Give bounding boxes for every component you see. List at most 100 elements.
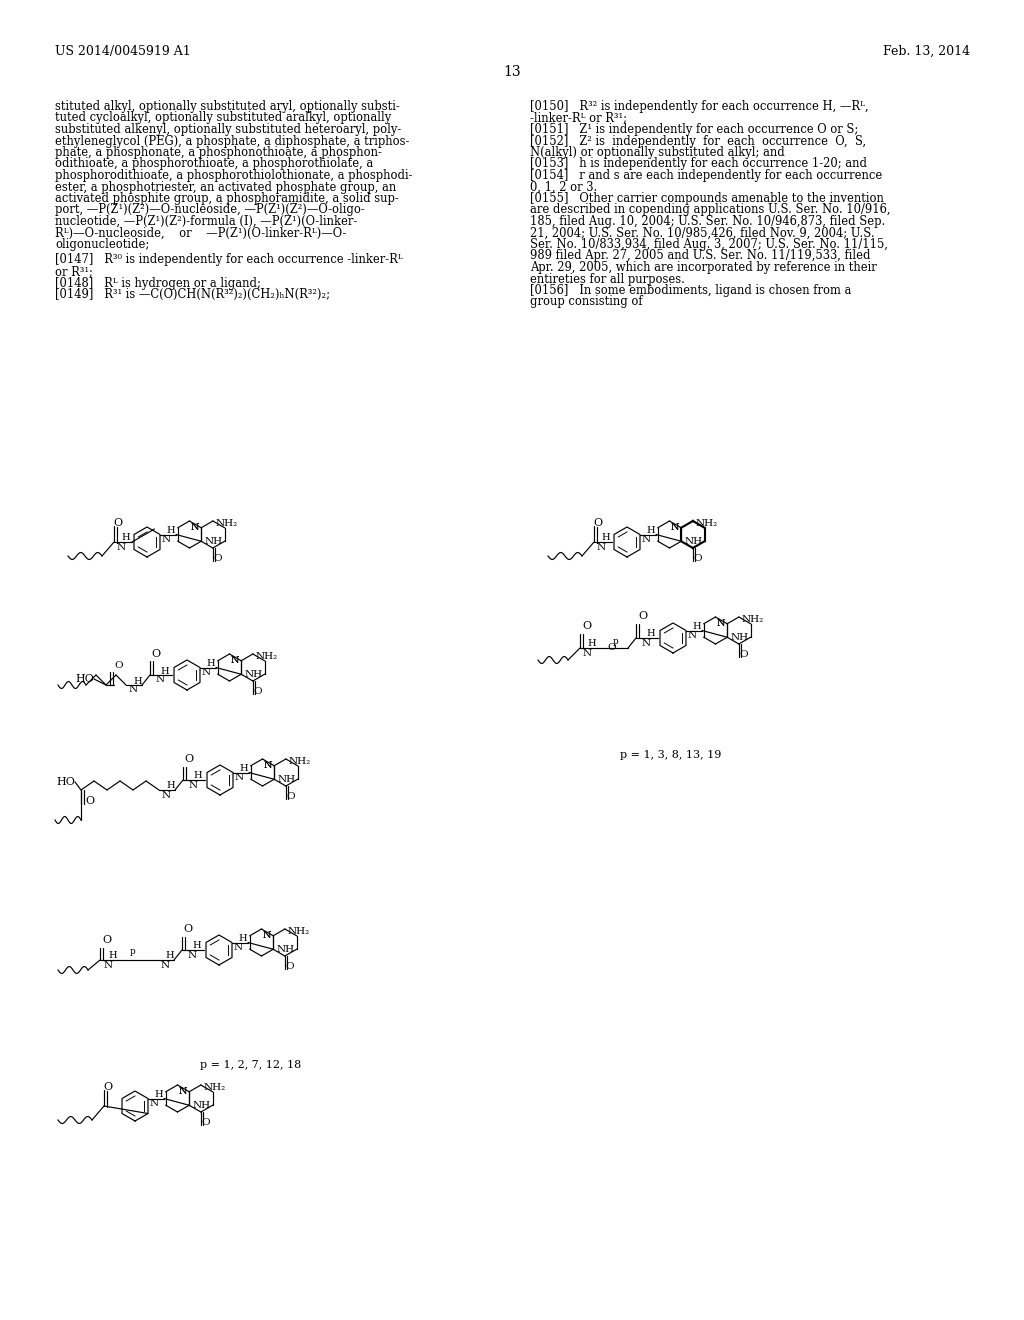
Text: O: O <box>202 1118 211 1127</box>
Text: or R³¹;: or R³¹; <box>55 265 93 279</box>
Text: 0, 1, 2 or 3.: 0, 1, 2 or 3. <box>530 181 597 194</box>
Text: [0152]   Z² is  independently  for  each  occurrence  O,  S,: [0152] Z² is independently for each occu… <box>530 135 866 148</box>
Text: O: O <box>85 796 94 807</box>
Text: O: O <box>594 517 602 528</box>
Text: p = 1, 3, 8, 13, 19: p = 1, 3, 8, 13, 19 <box>620 750 721 760</box>
Text: ester, a phosphotriester, an activated phosphate group, an: ester, a phosphotriester, an activated p… <box>55 181 396 194</box>
Text: [0147]   R³⁰ is independently for each occurrence -linker-Rᴸ: [0147] R³⁰ is independently for each occ… <box>55 253 402 267</box>
Text: HO: HO <box>75 675 94 684</box>
Text: [0153]   h is independently for each occurrence 1-20; and: [0153] h is independently for each occur… <box>530 157 867 170</box>
Text: N: N <box>178 1086 187 1096</box>
Text: N: N <box>190 523 199 532</box>
Text: substituted alkenyl, optionally substituted heteroaryl, poly-: substituted alkenyl, optionally substitu… <box>55 123 401 136</box>
Text: N(alkyl) or optionally substituted alkyl; and: N(alkyl) or optionally substituted alkyl… <box>530 147 784 158</box>
Text: Feb. 13, 2014: Feb. 13, 2014 <box>883 45 970 58</box>
Text: NH₂: NH₂ <box>696 519 718 528</box>
Text: N: N <box>187 950 197 960</box>
Text: H: H <box>692 622 701 631</box>
Text: O: O <box>286 962 295 972</box>
Text: p: p <box>130 948 136 957</box>
Text: p = 1, 2, 7, 12, 18: p = 1, 2, 7, 12, 18 <box>200 1060 301 1071</box>
Text: N: N <box>671 523 679 532</box>
Text: N: N <box>128 685 137 694</box>
Text: entireties for all purposes.: entireties for all purposes. <box>530 272 685 285</box>
Text: O: O <box>214 554 222 564</box>
Text: H: H <box>194 771 203 780</box>
Text: O: O <box>183 924 193 935</box>
Text: H: H <box>240 764 248 774</box>
Text: nucleotide, —P(Z¹)(Z²)-formula (I), —P(Z¹)(O-linker-: nucleotide, —P(Z¹)(Z²)-formula (I), —P(Z… <box>55 215 357 228</box>
Text: N: N <box>202 668 211 677</box>
Text: Apr. 29, 2005, which are incorporated by reference in their: Apr. 29, 2005, which are incorporated by… <box>530 261 877 275</box>
Text: N: N <box>264 762 272 771</box>
Text: are described in copending applications U.S. Ser. No. 10/916,: are described in copending applications … <box>530 203 891 216</box>
Text: port, —P(Z¹)(Z²)—O-nucleoside, —P(Z¹)(Z²)—O-oligo-: port, —P(Z¹)(Z²)—O-nucleoside, —P(Z¹)(Z²… <box>55 203 365 216</box>
Text: O: O <box>114 661 123 671</box>
Text: [0156]   In some embodiments, ligand is chosen from a: [0156] In some embodiments, ligand is ch… <box>530 284 851 297</box>
Text: N: N <box>150 1100 159 1107</box>
Text: NH: NH <box>204 537 222 545</box>
Text: O: O <box>582 620 591 631</box>
Text: H: H <box>109 952 118 961</box>
Text: 989 filed Apr. 27, 2005 and U.S. Ser. No. 11/119,533, filed: 989 filed Apr. 27, 2005 and U.S. Ser. No… <box>530 249 870 263</box>
Text: [0154]   r and s are each independently for each occurrence: [0154] r and s are each independently fo… <box>530 169 883 182</box>
Text: N: N <box>103 961 113 969</box>
Text: N: N <box>263 762 272 770</box>
Text: Ser. No. 10/833,934, filed Aug. 3, 2007; U.S. Ser. No. 11/115,: Ser. No. 10/833,934, filed Aug. 3, 2007;… <box>530 238 888 251</box>
Text: H: H <box>647 525 655 535</box>
Text: N: N <box>671 523 679 532</box>
Text: O: O <box>102 935 112 945</box>
Text: O: O <box>607 644 615 652</box>
Text: US 2014/0045919 A1: US 2014/0045919 A1 <box>55 45 190 58</box>
Text: H: H <box>602 533 610 543</box>
Text: O: O <box>287 792 296 801</box>
Text: 185, filed Aug. 10, 2004; U.S. Ser. No. 10/946,873, filed Sep.: 185, filed Aug. 10, 2004; U.S. Ser. No. … <box>530 215 886 228</box>
Text: H: H <box>161 667 169 676</box>
Text: N: N <box>596 544 605 553</box>
Text: H: H <box>588 639 596 648</box>
Text: N: N <box>687 631 696 640</box>
Text: NH₂: NH₂ <box>741 615 764 624</box>
Text: H: H <box>166 952 174 961</box>
Text: tuted cycloalkyl, optionally substituted aralkyl, optionally: tuted cycloalkyl, optionally substituted… <box>55 111 391 124</box>
Text: p: p <box>613 636 618 645</box>
Text: [0149]   R³¹ is —C(O)CH(N(R³²)₂)(CH₂)ₕN(R³²)₂;: [0149] R³¹ is —C(O)CH(N(R³²)₂)(CH₂)ₕN(R³… <box>55 288 330 301</box>
Text: H: H <box>167 781 175 791</box>
Text: [0150]   R³² is independently for each occurrence H, —Rᴸ,: [0150] R³² is independently for each occ… <box>530 100 868 114</box>
Text: ethyleneglycol (PEG), a phosphate, a diphosphate, a triphos-: ethyleneglycol (PEG), a phosphate, a dip… <box>55 135 410 148</box>
Text: N: N <box>641 639 650 648</box>
Text: N: N <box>190 523 200 532</box>
Text: H: H <box>134 676 142 685</box>
Text: N: N <box>641 535 650 544</box>
Text: NH: NH <box>276 945 294 954</box>
Text: H: H <box>155 1090 163 1100</box>
Text: N: N <box>162 535 171 544</box>
Text: N: N <box>161 961 170 969</box>
Text: activated phosphite group, a phosphoramidite, a solid sup-: activated phosphite group, a phosphorami… <box>55 191 398 205</box>
Text: N: N <box>188 780 198 789</box>
Text: N: N <box>263 931 271 940</box>
Text: O: O <box>114 517 123 528</box>
Text: NH: NH <box>278 775 295 784</box>
Text: H: H <box>167 525 175 535</box>
Text: NH: NH <box>684 537 702 545</box>
Text: N: N <box>178 1088 187 1096</box>
Text: stituted alkyl, optionally substituted aryl, optionally substi-: stituted alkyl, optionally substituted a… <box>55 100 399 114</box>
Text: NH₂: NH₂ <box>256 652 279 661</box>
Text: group consisting of: group consisting of <box>530 296 643 309</box>
Text: [0155]   Other carrier compounds amenable to the invention: [0155] Other carrier compounds amenable … <box>530 191 884 205</box>
Text: NH₂: NH₂ <box>204 1082 226 1092</box>
Text: oligonucleotide;: oligonucleotide; <box>55 238 150 251</box>
Text: N: N <box>230 656 240 665</box>
Text: NH₂: NH₂ <box>288 927 310 936</box>
Text: H: H <box>122 533 130 543</box>
Text: O: O <box>151 649 160 659</box>
Text: O: O <box>184 754 194 764</box>
Text: [0151]   Z¹ is independently for each occurrence O or S;: [0151] Z¹ is independently for each occu… <box>530 123 858 136</box>
Text: N: N <box>230 656 239 665</box>
Text: O: O <box>103 1082 113 1092</box>
Text: O: O <box>254 686 262 696</box>
Text: N: N <box>162 791 171 800</box>
Text: N: N <box>156 676 165 685</box>
Text: -linker-Rᴸ or R³¹;: -linker-Rᴸ or R³¹; <box>530 111 627 124</box>
